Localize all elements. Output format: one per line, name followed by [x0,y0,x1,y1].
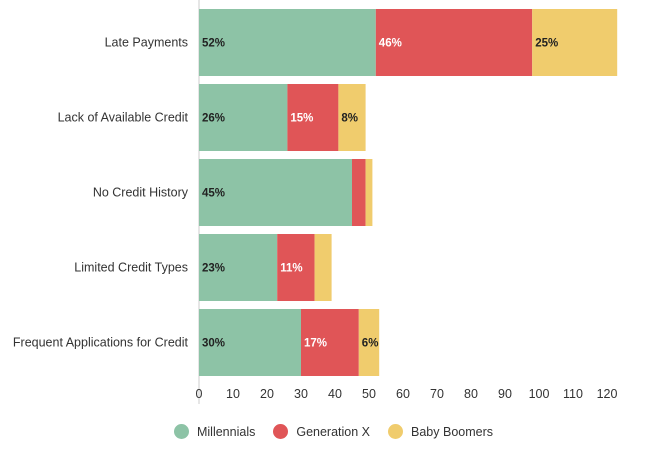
bar-segment [199,159,352,226]
x-tick-label: 120 [597,387,618,401]
data-label: 17% [304,338,327,350]
category-label: No Credit History [93,186,189,200]
data-label: 46% [379,38,402,50]
data-label: 23% [202,263,225,275]
data-label: 30% [202,338,225,350]
bars-layer [199,9,618,376]
category-label: Frequent Applications for Credit [13,336,189,350]
x-tick-label: 40 [328,387,342,401]
labels-layer: 52% 46% 25% 26% 15% 8% 45% 23% 11% 30% 17% 6% [202,38,558,350]
x-tick-label: 30 [294,387,308,401]
legend-swatch [388,424,404,439]
x-tick-label: 70 [430,387,444,401]
x-tick-label: 10 [226,387,240,401]
data-label: 26% [202,113,225,125]
x-tick-label: 100 [529,387,550,401]
axis-layer: Late Payments Lack of Available Credit No … [13,0,618,404]
category-label: Late Payments [105,36,188,50]
legend-label: Generation X [296,424,371,439]
legend-label: Millennials [196,424,256,439]
data-label: 6% [362,338,379,350]
bar-segment [338,84,366,151]
bar-segment [375,9,533,76]
legend-swatch [273,424,289,439]
bar-segment [199,84,288,151]
bar-segment [352,159,366,226]
data-label: 11% [280,263,302,275]
bar-segment [199,309,301,376]
category-label: Lack of Available Credit [58,111,189,125]
bar-segment [532,9,618,76]
stacked-bar-chart: Late Payments Lack of Available Credit No … [13,0,618,404]
category-label: Limited Credit Types [74,261,188,275]
legend-item[interactable]: Baby Boomers [388,424,493,439]
data-label: 25% [535,38,558,50]
bar-segment [365,159,373,226]
legend-swatch [173,424,189,439]
bar-segment [314,234,332,301]
data-label: 8% [341,113,358,125]
data-label: 15% [290,113,313,125]
legend: Millennials Generation X Baby Boomers [0,424,667,439]
x-tick-label: 110 [563,387,583,401]
x-tick-label: 80 [464,387,478,401]
bar-segment [199,9,376,76]
bar-segment [287,84,339,151]
legend-label: Baby Boomers [411,424,493,439]
x-tick-label: 50 [362,387,376,401]
bar-segment [358,309,380,376]
x-tick-label: 60 [396,387,410,401]
bar-segment [277,234,315,301]
x-tick-label: 20 [260,387,274,401]
x-tick-label: 0 [196,387,203,401]
data-label: 45% [202,188,225,200]
bar-segment [199,234,278,301]
legend-item[interactable]: Generation X [273,424,370,439]
x-tick-label: 90 [498,387,512,401]
data-label: 52% [202,38,225,50]
bar-segment [301,309,359,376]
legend-item[interactable]: Millennials [173,424,256,439]
